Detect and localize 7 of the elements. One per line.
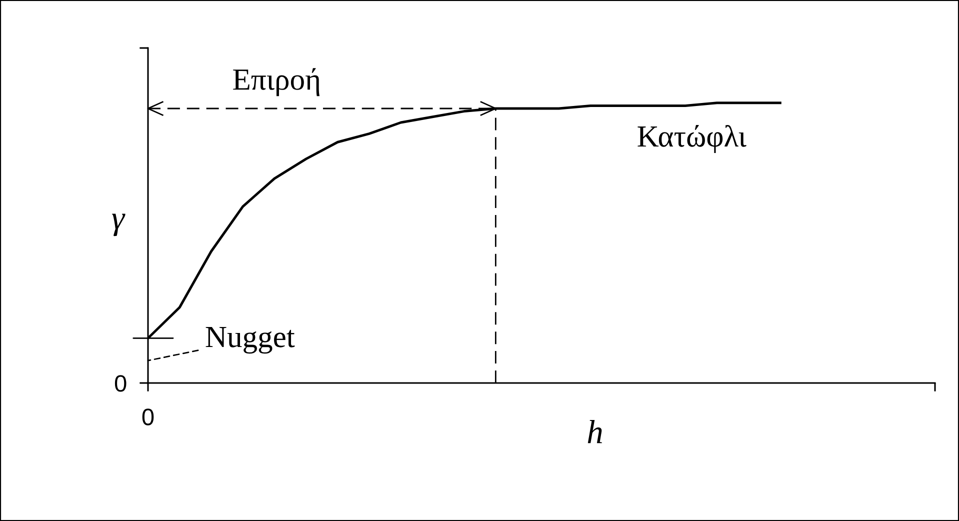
y-axis-title: γ xyxy=(112,214,126,236)
text: 0 xyxy=(114,375,126,392)
annotation: Κατώφλι xyxy=(638,124,746,154)
ref-line-label: Επιροή xyxy=(233,68,320,96)
annotation: Nugget xyxy=(206,327,295,354)
text: 0 xyxy=(142,408,154,426)
x-axis-title: h xyxy=(588,420,602,444)
